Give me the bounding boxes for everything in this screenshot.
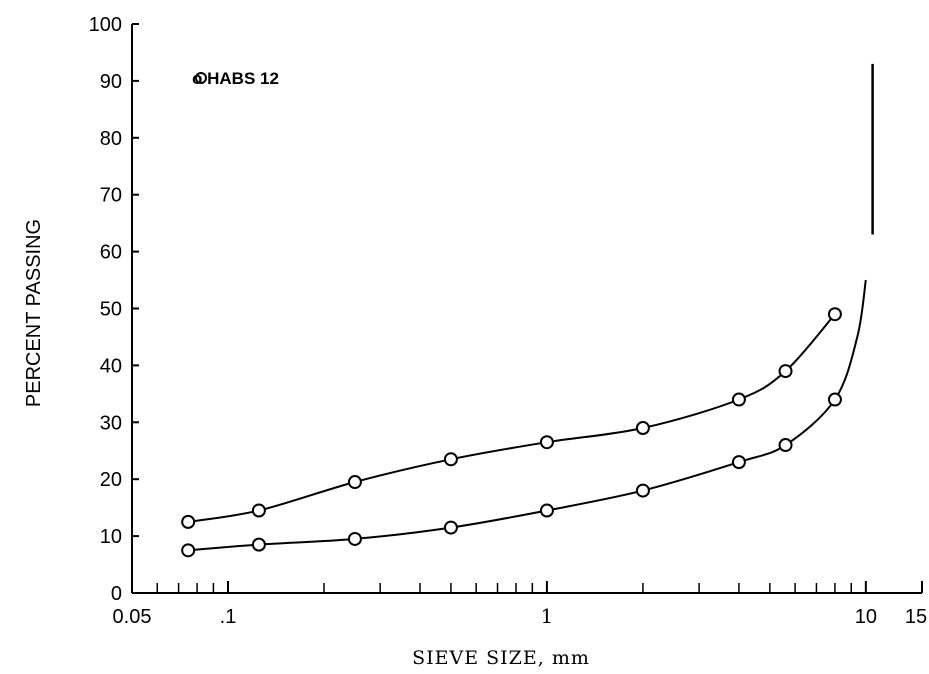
labels: PERCENT PASSING SIEVE SIZE, mm o HABS 12 xyxy=(23,69,590,669)
series-2-point xyxy=(251,537,266,552)
series-2-point xyxy=(347,531,362,546)
x-tick-label: 15 xyxy=(905,606,927,628)
series-1-point xyxy=(181,514,196,529)
series-2-point xyxy=(731,455,746,470)
y-tick-label: 10 xyxy=(100,526,122,548)
series-1-point xyxy=(347,475,362,490)
series-1-point xyxy=(635,420,650,435)
series-2-point xyxy=(635,483,650,498)
y-tick-label: 60 xyxy=(100,242,122,264)
x-tick-label: 1 xyxy=(541,604,554,628)
y-tick-label: 30 xyxy=(100,412,122,434)
y-tick-label: 20 xyxy=(100,469,122,491)
axes: 0 10 20 30 40 50 60 70 80 90 100 0.05 .1 1 10 15 xyxy=(89,14,928,628)
y-tick-label: 100 xyxy=(89,14,122,36)
x-axis-title: SIEVE SIZE, mm xyxy=(412,647,590,669)
y-tick-label: 0 xyxy=(111,583,122,605)
series-1-point xyxy=(251,503,266,518)
series-2-line xyxy=(188,279,867,552)
series-1-line xyxy=(188,313,836,523)
series-1-point xyxy=(731,392,746,407)
y-tick-label: 50 xyxy=(100,299,122,321)
series-2-point xyxy=(539,503,554,518)
x-tick-label: 10 xyxy=(855,606,877,628)
series-2-point xyxy=(181,543,196,558)
x-tick-label: .1 xyxy=(220,606,237,628)
y-axis-title: PERCENT PASSING xyxy=(23,219,45,407)
series-2-point xyxy=(443,520,458,535)
legend-marker xyxy=(195,72,207,84)
marks xyxy=(181,63,874,558)
series-1-point xyxy=(443,452,458,467)
series-2-point xyxy=(827,392,842,407)
y-tick-label: 70 xyxy=(100,185,122,207)
series-2-point xyxy=(778,438,793,453)
legend-label: o HABS 12 xyxy=(192,69,279,88)
y-tick-label: 80 xyxy=(100,128,122,150)
series-1-point xyxy=(539,435,554,450)
series-1-point xyxy=(778,364,793,379)
x-tick-label: 0.05 xyxy=(113,606,152,628)
series-1-point xyxy=(827,307,842,322)
y-tick-label: 40 xyxy=(100,355,122,377)
y-tick-label: 90 xyxy=(100,71,122,93)
